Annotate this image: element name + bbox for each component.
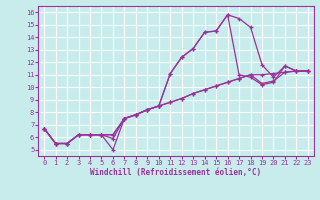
X-axis label: Windchill (Refroidissement éolien,°C): Windchill (Refroidissement éolien,°C) [91, 168, 261, 177]
